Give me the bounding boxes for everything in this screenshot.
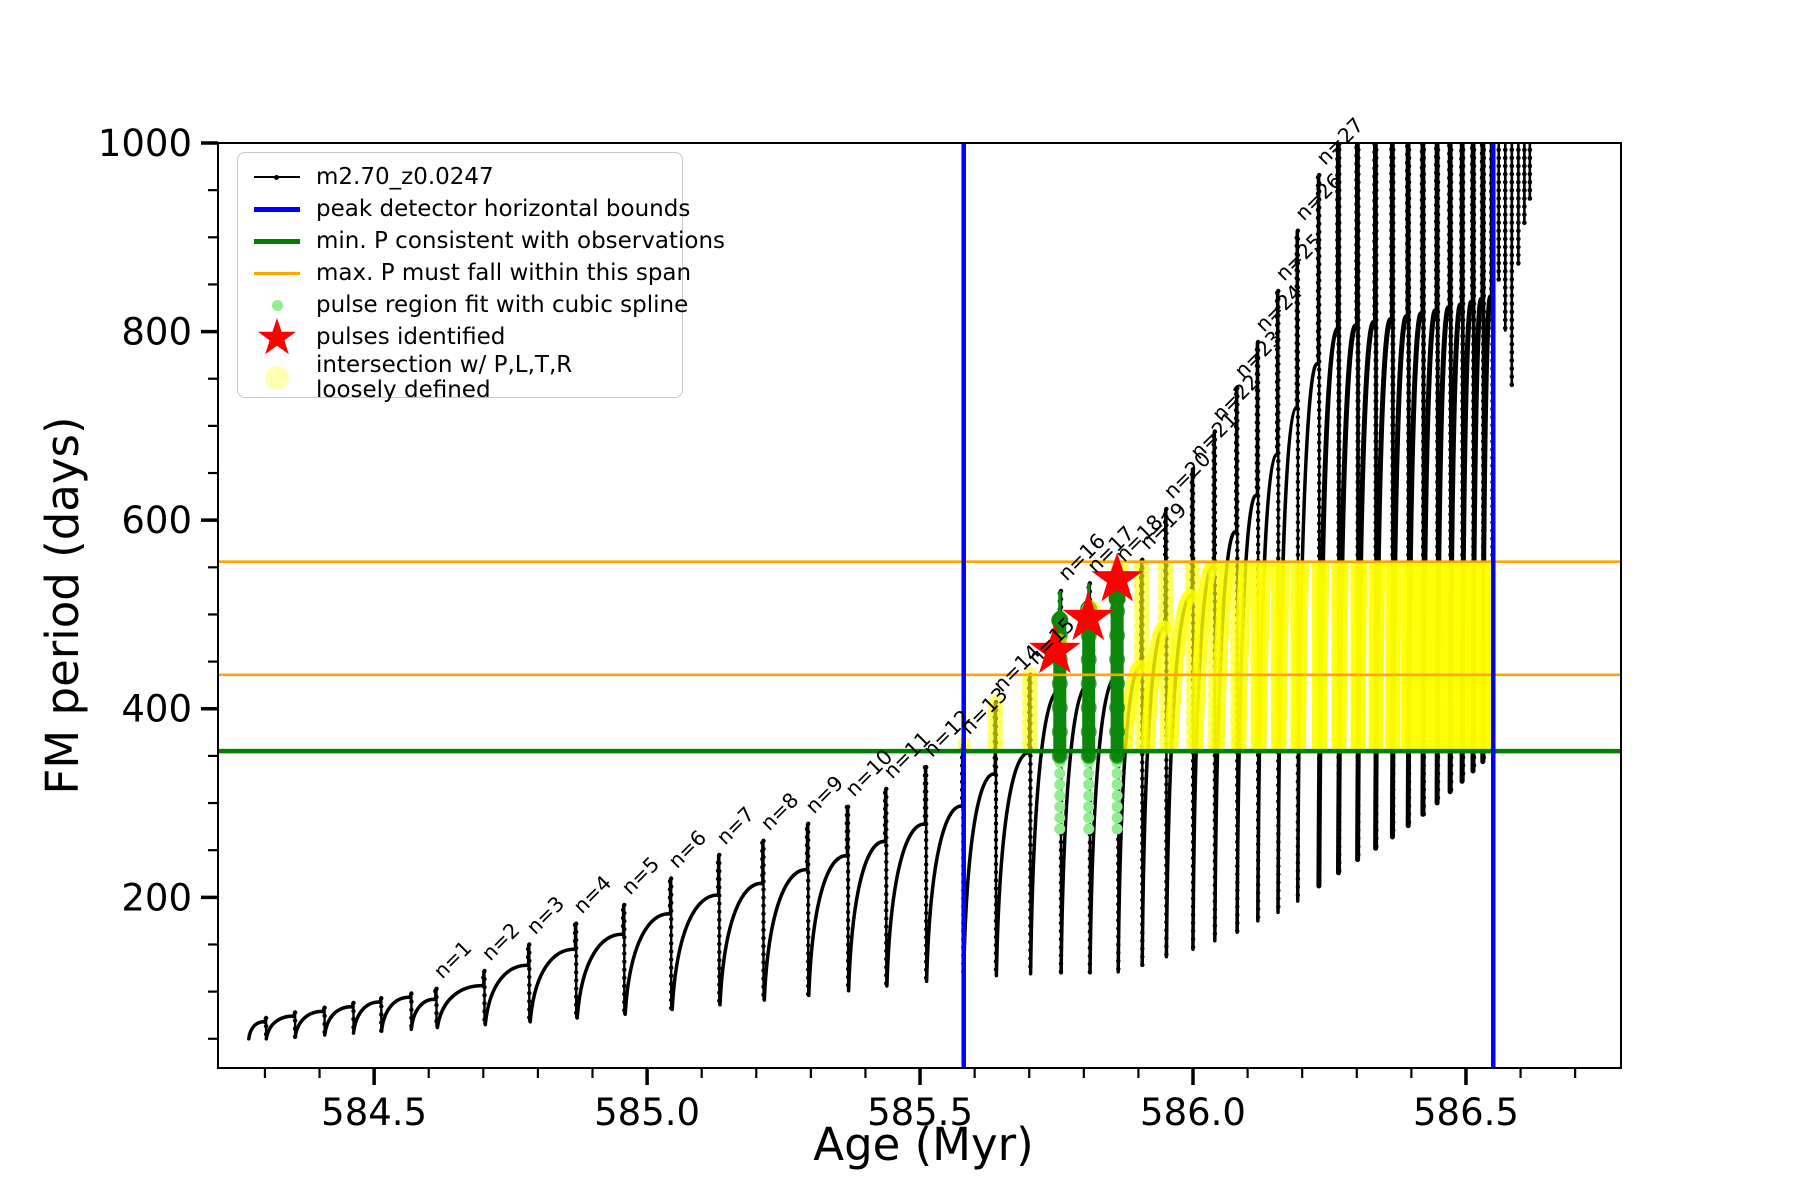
x-tick-label: 585.5 xyxy=(867,1091,973,1134)
identified-pulses xyxy=(1029,552,1143,674)
legend-label: pulse region fit with cubic spline xyxy=(316,291,689,318)
reference-hlines xyxy=(218,560,1621,754)
legend-item-series: m2.70_z0.0247 xyxy=(238,161,682,193)
x-tick-label: 584.5 xyxy=(321,1091,427,1134)
pulse-label: n=7 xyxy=(712,802,760,850)
x-tick-label: 585.0 xyxy=(594,1091,700,1134)
legend-item-spline: pulse region fit with cubic spline xyxy=(238,289,688,321)
pulse-label: n=8 xyxy=(756,788,804,836)
pulse-label: n=9 xyxy=(801,771,849,819)
y-tick-label: 400 xyxy=(121,688,192,731)
legend-label: max. P must fall within this span xyxy=(316,259,692,286)
intersection-region xyxy=(958,561,1495,752)
x-tick-label: 586.5 xyxy=(1413,1091,1519,1134)
pulse-label: n=2 xyxy=(477,918,525,966)
pulse-label: n=6 xyxy=(664,826,712,874)
pulse-label: n=3 xyxy=(522,892,570,940)
orange-line-icon xyxy=(238,271,316,275)
legend-item-pulses: pulses identified xyxy=(238,318,682,355)
pulse-label: n=4 xyxy=(569,871,617,919)
blue-line-icon xyxy=(238,206,316,212)
legend-item-intersection: intersection w/ P,L,T,R loosely defined xyxy=(238,353,682,403)
legend-item-min-p: min. P consistent with observations xyxy=(238,225,725,257)
legend-item-max-p: max. P must fall within this span xyxy=(238,257,691,289)
y-axis-label: FM period (days) xyxy=(36,417,89,795)
y-tick-label: 200 xyxy=(121,876,192,919)
legend-label: intersection w/ P,L,T,R loosely defined xyxy=(316,352,573,403)
legend-item-peak-bounds: peak detector horizontal bounds xyxy=(238,193,690,225)
lightgreen-dot-icon xyxy=(238,299,316,311)
legend-label: m2.70_z0.0247 xyxy=(316,163,494,190)
series-line-icon xyxy=(238,174,316,180)
legend: m2.70_z0.0247 peak detector horizontal b… xyxy=(237,152,725,403)
y-tick-label: 600 xyxy=(121,499,192,542)
legend-label: min. P consistent with observations xyxy=(316,227,726,254)
legend-label: peak detector horizontal bounds xyxy=(316,195,691,222)
x-tick-label: 586.0 xyxy=(1140,1091,1246,1134)
peak-detector-bounds xyxy=(961,143,1496,1068)
red-star-icon xyxy=(238,316,316,358)
y-tick-label: 800 xyxy=(121,311,192,354)
pulse-label: n=5 xyxy=(617,852,665,900)
pale-yellow-dot-icon xyxy=(238,366,316,390)
legend-label: pulses identified xyxy=(316,323,506,350)
axis-titles: FM period (days) Age (Myr) xyxy=(36,417,1034,1172)
y-tick-label: 1000 xyxy=(98,122,192,165)
x-axis-label: Age (Myr) xyxy=(813,1118,1033,1171)
green-line-icon xyxy=(238,238,316,244)
axes: 200 400 600 800 1000 584.5 585.0 585.5 586.0 586.… xyxy=(98,122,1622,1134)
pulse-label: n=1 xyxy=(429,936,477,984)
